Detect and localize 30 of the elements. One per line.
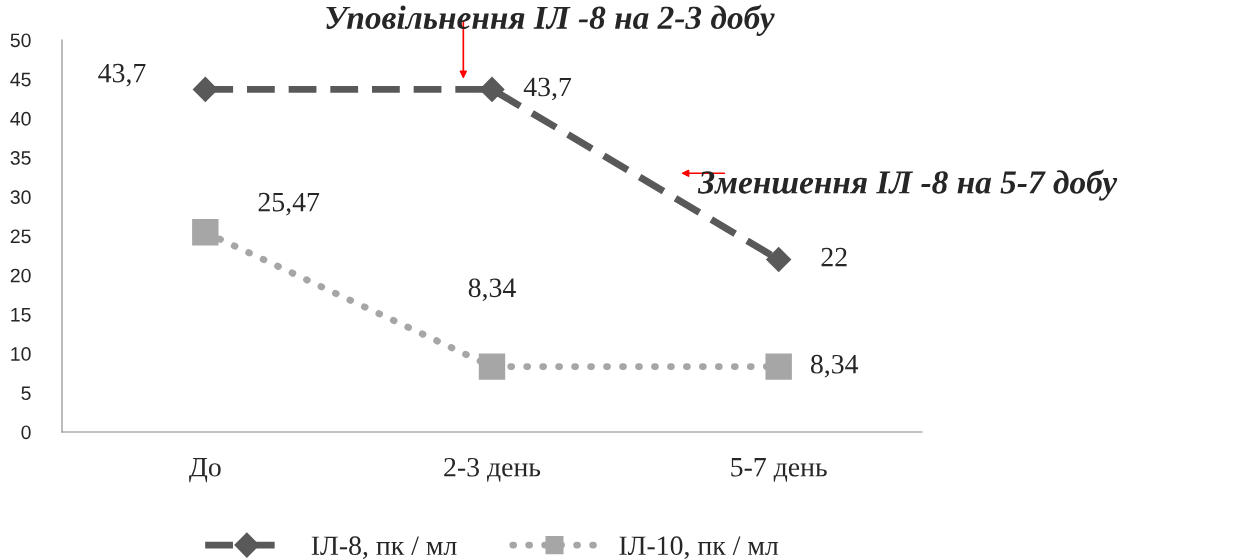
point <box>766 247 792 272</box>
y-tick-label: 10 <box>11 347 31 361</box>
x-tick-label: 5-7 день <box>731 458 827 482</box>
y-tick-label: 15 <box>11 308 31 322</box>
legend-label: ІЛ-8, пк / мл <box>311 536 457 559</box>
data-label: 8,34 <box>468 278 516 302</box>
y-tick-label: 30 <box>10 190 31 205</box>
y-tick-label: 50 <box>10 33 31 48</box>
x-tick-label: 2-3 день <box>444 457 541 482</box>
annotation: Зменшення ІЛ -8 на 5-7 добу <box>697 169 1118 201</box>
y-tick-label: 25 <box>10 229 31 244</box>
y-tick-label: 0 <box>21 425 31 440</box>
data-label: 43,7 <box>523 77 572 101</box>
data-label: 22 <box>821 247 847 267</box>
data-label: 8,34 <box>810 354 859 378</box>
y-tick-label: 45 <box>10 72 31 87</box>
data-label: 25,47 <box>258 192 320 216</box>
point <box>192 76 218 102</box>
x-tick-label: До <box>189 458 221 483</box>
data-label: 43,7 <box>98 63 146 87</box>
y-tick-label: 5 <box>21 386 31 401</box>
point <box>192 219 219 246</box>
legend-label: ІЛ-10, пк / мл <box>619 536 779 559</box>
y-tick-label: 40 <box>10 111 31 126</box>
point <box>478 353 506 380</box>
point <box>479 76 505 102</box>
annotation: Уповільнення ІЛ -8 на 2-3 добу <box>326 4 775 36</box>
y-tick-label: 20 <box>10 268 31 283</box>
point <box>765 353 792 380</box>
y-tick-label: 35 <box>10 151 31 165</box>
